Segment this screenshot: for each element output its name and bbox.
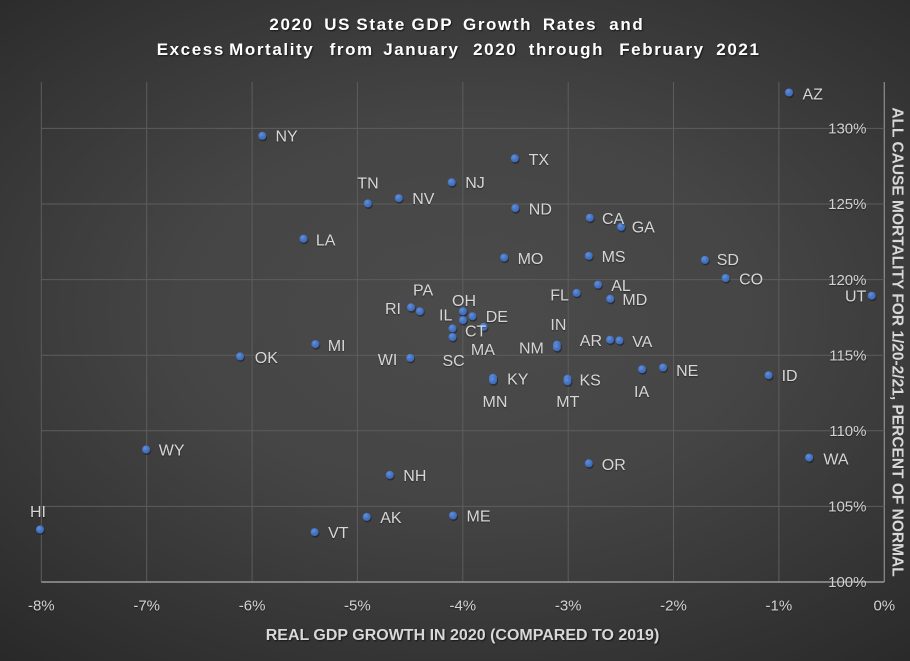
svg-text:CT: CT: [465, 323, 487, 340]
svg-text:AL: AL: [611, 278, 631, 295]
svg-text:2020: 2020: [473, 40, 517, 59]
svg-text:MD: MD: [622, 292, 647, 309]
svg-text:-7%: -7%: [133, 598, 160, 615]
svg-text:125%: 125%: [828, 196, 866, 213]
svg-text:VT: VT: [328, 525, 349, 542]
svg-text:VA: VA: [632, 334, 652, 351]
svg-text:through: through: [529, 40, 604, 59]
svg-text:MI: MI: [328, 338, 346, 355]
svg-text:NJ: NJ: [465, 175, 485, 192]
svg-text:OH: OH: [452, 293, 476, 310]
svg-text:SD: SD: [717, 252, 739, 269]
svg-text:MT: MT: [556, 394, 579, 411]
svg-text:PA: PA: [413, 282, 433, 299]
svg-text:SC: SC: [443, 353, 465, 370]
svg-text:GDP: GDP: [412, 15, 454, 34]
svg-text:TX: TX: [529, 152, 550, 169]
svg-text:-1%: -1%: [766, 598, 793, 615]
svg-text:2020: 2020: [269, 15, 313, 34]
svg-text:Rates: Rates: [543, 15, 597, 34]
svg-text:OK: OK: [255, 350, 278, 367]
svg-text:FL: FL: [550, 287, 569, 304]
svg-text:TN: TN: [357, 175, 378, 192]
svg-text:Excess: Excess: [157, 40, 225, 59]
svg-text:Mortality: Mortality: [229, 40, 314, 59]
svg-text:AK: AK: [380, 510, 402, 527]
svg-text:105%: 105%: [828, 499, 866, 516]
svg-text:GA: GA: [632, 220, 655, 237]
svg-text:-2%: -2%: [660, 598, 687, 615]
svg-text:WY: WY: [159, 442, 185, 459]
svg-text:AZ: AZ: [803, 86, 824, 103]
svg-text:0%: 0%: [873, 598, 895, 615]
svg-text:115%: 115%: [829, 347, 866, 364]
svg-text:130%: 130%: [828, 121, 866, 138]
svg-text:IN: IN: [550, 317, 566, 334]
svg-text:2021: 2021: [716, 40, 760, 59]
svg-text:February: February: [619, 40, 705, 59]
svg-text:KY: KY: [507, 372, 529, 389]
svg-text:NV: NV: [412, 191, 435, 208]
svg-text:-8%: -8%: [28, 598, 55, 615]
svg-text:NM: NM: [519, 340, 544, 357]
svg-text:IL: IL: [439, 308, 452, 325]
svg-text:OR: OR: [602, 457, 626, 474]
svg-text:KS: KS: [580, 372, 601, 389]
svg-text:from: from: [330, 40, 374, 59]
svg-text:WA: WA: [823, 451, 849, 468]
svg-text:IA: IA: [634, 384, 649, 401]
svg-text:CO: CO: [739, 271, 763, 288]
svg-text:US: US: [324, 15, 351, 34]
svg-text:NY: NY: [276, 129, 299, 146]
svg-text:ME: ME: [467, 509, 491, 526]
svg-text:AR: AR: [580, 333, 602, 350]
svg-text:MS: MS: [602, 249, 626, 266]
svg-text:HI: HI: [30, 504, 46, 521]
svg-text:DE: DE: [486, 309, 508, 326]
svg-text:-6%: -6%: [239, 598, 266, 615]
svg-text:LA: LA: [316, 233, 336, 250]
svg-text:RI: RI: [385, 301, 401, 318]
svg-text:MO: MO: [518, 251, 544, 268]
svg-text:REAL GDP GROWTH IN 2020 (COMPA: REAL GDP GROWTH IN 2020 (COMPARED TO 201…: [266, 627, 660, 644]
svg-text:State: State: [356, 15, 406, 34]
svg-text:-5%: -5%: [344, 598, 371, 615]
svg-text:MN: MN: [483, 394, 508, 411]
svg-text:and: and: [609, 15, 644, 34]
svg-text:Growth: Growth: [463, 15, 532, 34]
svg-text:ALL CAUSE MORTALITY FOR 1/20-2: ALL CAUSE MORTALITY FOR 1/20-2/21, PERCE…: [889, 107, 906, 576]
svg-text:CA: CA: [602, 211, 625, 228]
svg-text:UT: UT: [845, 289, 867, 306]
svg-text:100%: 100%: [828, 574, 866, 591]
svg-text:WI: WI: [378, 352, 398, 369]
svg-text:110%: 110%: [829, 423, 866, 440]
svg-text:ND: ND: [529, 201, 552, 218]
svg-text:120%: 120%: [828, 272, 866, 289]
svg-text:-3%: -3%: [555, 598, 582, 615]
svg-text:-4%: -4%: [449, 598, 476, 615]
svg-text:January: January: [383, 40, 459, 59]
svg-text:NE: NE: [676, 363, 698, 380]
svg-text:MA: MA: [471, 342, 495, 359]
svg-text:ID: ID: [782, 368, 798, 385]
svg-text:NH: NH: [403, 468, 426, 485]
